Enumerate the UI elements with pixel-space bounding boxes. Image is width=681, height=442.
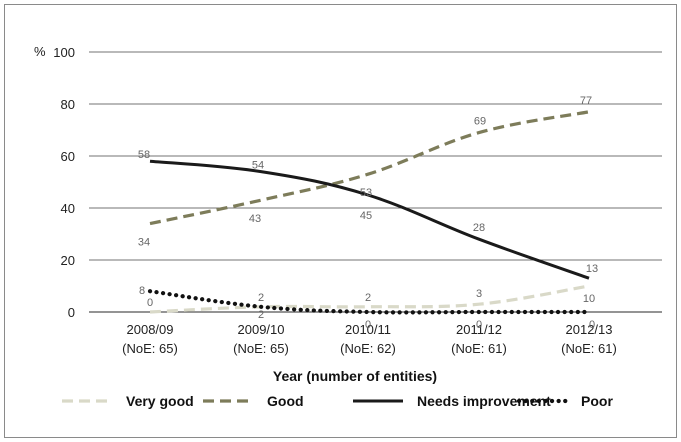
- data-label: 2: [258, 309, 264, 321]
- data-label: 69: [474, 116, 486, 128]
- data-label: 43: [249, 213, 261, 225]
- data-label: 58: [138, 149, 150, 161]
- y-axis-ticks: 0 20 40 60 80 100: [53, 45, 75, 320]
- x-tick-sublabel: (NoE: 65): [233, 341, 289, 356]
- data-label: 0: [476, 319, 482, 331]
- legend-label: Poor: [581, 393, 613, 409]
- data-labels: 0 2 2 3 10 34 43 53 69 77 58 54 45 28 13 8 2 0 0 0: [138, 95, 598, 331]
- data-label: 0: [365, 319, 371, 331]
- series-line-needs-improvement: [149, 159, 590, 280]
- x-tick-label: 2010/11: [345, 322, 391, 337]
- data-label: 28: [473, 222, 485, 234]
- y-unit-label: %: [34, 44, 46, 59]
- data-label: 0: [589, 319, 595, 331]
- legend-label: Needs improvement: [417, 393, 551, 409]
- y-tick-label: 80: [61, 97, 75, 112]
- y-tick-label: 20: [61, 253, 75, 268]
- series-line-very-good: [149, 284, 590, 314]
- x-tick-label: 2012/13: [566, 322, 613, 337]
- chart-frame: [4, 4, 677, 438]
- data-label: 45: [360, 210, 372, 222]
- y-tick-label: 60: [61, 149, 75, 164]
- data-label: 77: [580, 95, 592, 107]
- data-label: 54: [252, 160, 264, 172]
- data-label: 8: [139, 285, 145, 297]
- data-label: 2: [365, 292, 371, 304]
- x-tick-sublabel: (NoE: 65): [122, 341, 178, 356]
- y-tick-label: 40: [61, 201, 75, 216]
- data-label: 34: [138, 237, 150, 249]
- data-label: 2: [258, 292, 264, 304]
- data-label: 10: [583, 293, 595, 305]
- x-tick-sublabel: (NoE: 62): [340, 341, 396, 356]
- x-axis-title: Year (number of entities): [273, 368, 437, 384]
- data-label: 0: [147, 297, 153, 309]
- data-label: 53: [360, 187, 372, 199]
- series-line-good: [149, 110, 590, 226]
- legend-label: Good: [267, 393, 304, 409]
- data-label: 3: [476, 288, 482, 300]
- x-tick-label: 2011/12: [456, 322, 502, 337]
- legend-label: Very good: [126, 393, 194, 409]
- legend: Very good Good Needs improvement Poor: [62, 393, 613, 409]
- x-tick-label: 2008/09: [127, 322, 174, 337]
- y-tick-label: 0: [68, 305, 75, 320]
- x-axis-ticks: 2008/09 (NoE: 65) 2009/10 (NoE: 65) 2010/11 (…: [122, 322, 617, 356]
- x-tick-sublabel: (NoE: 61): [561, 341, 617, 356]
- y-tick-label: 100: [53, 45, 75, 60]
- series-line-poor: [147, 289, 592, 315]
- series-lines: [147, 110, 592, 315]
- x-tick-sublabel: (NoE: 61): [451, 341, 507, 356]
- x-tick-label: 2009/10: [238, 322, 285, 337]
- data-label: 13: [586, 263, 598, 275]
